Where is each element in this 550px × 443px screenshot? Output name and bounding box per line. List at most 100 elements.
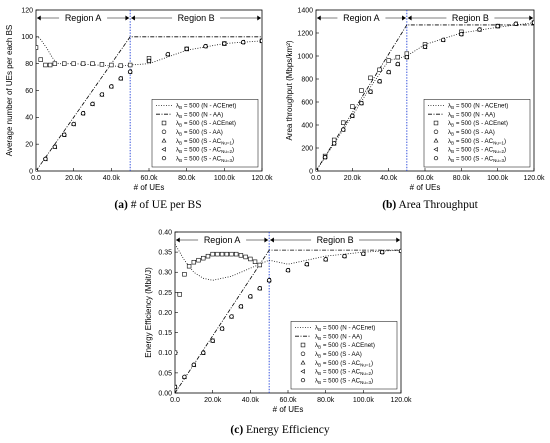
chart-c-series-2-point — [196, 257, 201, 263]
chart-c-series-6-point — [248, 294, 253, 299]
legend-label-chart-c-0: λB = 500 (N - ACEnet) — [315, 325, 375, 333]
chart-c-series-2-point — [175, 350, 178, 355]
chart-b-y-tick-label: 0 — [309, 168, 313, 175]
chart-a-y-tick-label: 60 — [25, 88, 33, 95]
chart-c-series-2-point — [186, 264, 192, 269]
legend-label-chart-a-0: λB = 500 (N - ACEnet) — [176, 103, 236, 111]
chart-a-x-tick-label: 80.0k — [178, 175, 196, 182]
chart-b-x-tick-label: 100.0k — [487, 175, 509, 182]
legend-label-chart-c-1: λB = 500 (N - AA) — [315, 333, 362, 341]
legend-label-chart-b-6: λB = 500 (S - ACNu=3) — [448, 155, 506, 163]
chart-b-x-tick-label: 20.0k — [344, 175, 362, 182]
chart-b-series-6-point — [422, 44, 428, 49]
chart-a-x-tick-label: 0.0 — [31, 175, 41, 182]
chart-a-region-a-bg — [59, 12, 108, 24]
chart-a-series-6-point — [165, 52, 171, 57]
chart-a-series-6-point — [240, 40, 246, 45]
chart-a-y-tick-label: 20 — [25, 142, 33, 149]
chart-a-x-axis-label: # of UEs — [134, 183, 165, 192]
chart-b-legend-marker-5 — [433, 146, 438, 152]
chart-a-series-6-point — [52, 144, 58, 149]
legend-label-chart-a-6: λB = 500 (S - ACNu=3) — [176, 155, 234, 163]
legend-label-chart-c-3: λB = 500 (S - AA) — [315, 351, 362, 359]
chart-c-x-tick-label: 20.0k — [204, 397, 222, 404]
legend-label-chart-b-0: λB = 500 (N - ACEnet) — [448, 103, 508, 111]
chart-a-series-6-point — [80, 111, 86, 116]
chart-a-x-tick-label: 20.0k — [65, 175, 83, 182]
caption-c: (c) Energy Efficiency — [180, 424, 380, 436]
legend-label-chart-c-4: λB = 500 (S - ACNu=1) — [315, 360, 373, 368]
chart-c-series-6-point — [361, 251, 366, 256]
chart-a-y-tick-label: 100 — [21, 34, 33, 41]
chart-c-series-6-point — [342, 254, 347, 259]
chart-b-series-6-point — [477, 27, 482, 32]
chart-a-series-6-point — [99, 92, 105, 97]
chart-b-legend-marker-2 — [433, 120, 439, 126]
chart-a-series-6-point — [109, 84, 114, 89]
legend-label-chart-c-5: λB = 500 (S - ACNu=2) — [315, 369, 373, 377]
chart-b-series-6-point — [495, 24, 500, 29]
chart-c-legend-marker-3 — [300, 351, 306, 356]
chart-c-legend-marker-5 — [300, 368, 305, 374]
chart-c-x-axis-label: # of UEs — [273, 405, 304, 414]
chart-c-series-2-point — [191, 259, 197, 265]
chart-a-region-b-label: Region B — [178, 13, 215, 23]
chart-a-series-6-point — [127, 69, 133, 74]
chart-a-x-tick-label: 100.0k — [214, 175, 236, 182]
chart-c-series-0-line — [175, 243, 401, 281]
chart-b-series-6-point — [368, 89, 373, 94]
chart-b-series-6-point — [322, 155, 328, 160]
chart-c-series-6-point — [182, 374, 187, 379]
chart-c-series-2-point — [201, 255, 206, 261]
chart-b-series-6-point — [386, 70, 391, 75]
chart-b-series-2-point — [350, 104, 355, 109]
chart-c-series-6-point — [238, 304, 244, 309]
caption-b-text: Area Throughput — [398, 199, 478, 211]
chart-a-series-2-point — [52, 61, 58, 66]
chart-b-region-a-label: Region A — [343, 13, 380, 23]
legend-label-chart-a-1: λB = 500 (N - AA) — [176, 111, 223, 119]
chart-a-y-tick-label: 40 — [25, 115, 33, 122]
chart-c-series-2-point — [234, 251, 239, 257]
chart-a-legend-marker-5 — [161, 146, 166, 152]
legend-label-chart-a-5: λB = 500 (S - ACNu=2) — [176, 147, 234, 155]
chart-a-legend: λB = 500 (N - ACEnet)λB = 500 (N - AA)λB… — [151, 99, 259, 168]
chart-a-x-tick-label: 40.0k — [103, 175, 121, 182]
chart-b-y-tick-label: 200 — [301, 145, 313, 152]
chart-b-series-6-point — [331, 141, 337, 146]
chart-a-series-2-point — [71, 61, 76, 66]
chart-c-series-1-line — [175, 249, 401, 393]
chart-c-x-tick-label: 80.0k — [317, 397, 335, 404]
chart-c-series-6-point — [210, 338, 215, 343]
chart-b-series-6-point — [350, 113, 355, 118]
chart-a-series-2-point — [47, 62, 53, 68]
chart-c-region-a-bg — [198, 234, 247, 246]
chart-b-series-6-point — [316, 169, 319, 171]
legend-label-chart-a-2: λB = 500 (S - ACEnet) — [176, 120, 236, 128]
chart-b-y-tick-label: 1400 — [297, 7, 313, 14]
chart-b-y-tick-label: 600 — [301, 99, 313, 106]
chart-a-series-6-point — [222, 41, 227, 46]
legend-label-chart-a-3: λB = 500 (S - AA) — [176, 129, 223, 137]
chart-b-x-tick-label: 120.0k — [523, 175, 545, 182]
chart-c-x-tick-label: 40.0k — [242, 397, 260, 404]
chart-b-series-6-point — [404, 55, 410, 60]
chart-c-region-b-label: Region B — [317, 235, 354, 245]
chart-a-series-2-point — [80, 61, 86, 66]
chart-c-series-2-point — [248, 256, 253, 262]
chart-a-series-2-point — [90, 61, 95, 66]
chart-c-y-tick-label: 0.00 — [158, 390, 172, 397]
chart-b-series-6-point — [359, 101, 364, 106]
chart-a-series-6-point — [203, 44, 208, 49]
chart-c-x-tick-label: 60.0k — [279, 397, 297, 404]
chart-c-series-6-point — [201, 350, 206, 355]
chart-b-series-2-point — [386, 58, 391, 63]
chart-c-series-6-point — [379, 250, 385, 255]
chart-c-y-tick-label: 0.20 — [158, 310, 172, 317]
chart-b-series-2-point — [359, 88, 364, 93]
chart-b-series-2-point — [377, 67, 382, 73]
chart-c-y-tick-label: 0.35 — [158, 250, 172, 257]
chart-c-series-2-point — [177, 292, 182, 297]
chart-a-series-6-point — [146, 59, 152, 63]
chart-b-series-6-point — [513, 21, 519, 26]
